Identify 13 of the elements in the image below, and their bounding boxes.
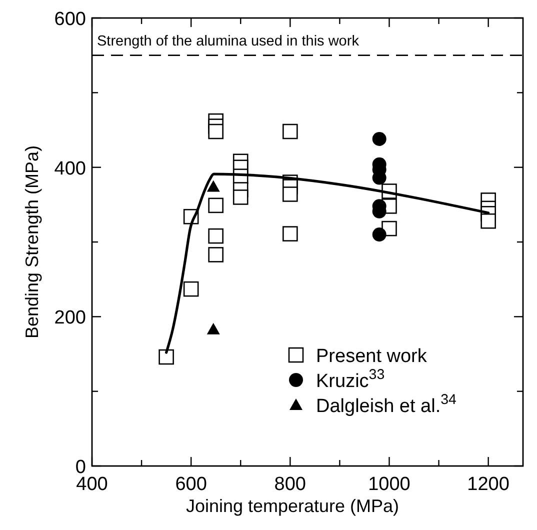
x-axis-title: Joining temperature (MPa) [186, 496, 400, 516]
y-tick-label: 600 [54, 9, 86, 30]
x-tick-label: 600 [175, 474, 207, 495]
x-tick-label: 1000 [368, 474, 410, 495]
y-tick-label: 400 [54, 158, 86, 180]
ref-line-label: Strength of the alumina used in this work [97, 33, 360, 50]
x-tick-label: 1200 [467, 474, 510, 495]
legend-label: Present work [316, 346, 428, 367]
legend-label: Kruzic$^{33}$ [316, 367, 385, 392]
y-tick-label: 200 [54, 308, 86, 329]
x-tick-label: 800 [274, 474, 306, 495]
legend-label: Dalgleish et al.$^{34}$ [316, 392, 457, 417]
y-axis-title: Bending Strength (MPa) [22, 145, 42, 339]
